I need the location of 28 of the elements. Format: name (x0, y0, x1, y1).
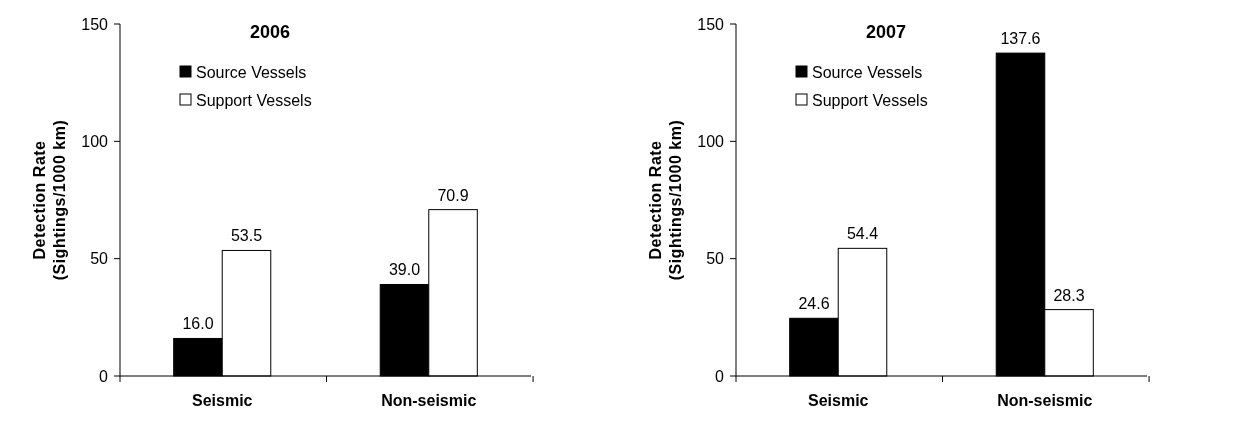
y-tick-label: 50 (706, 250, 725, 268)
legend-label: Support Vessels (196, 91, 312, 109)
x-tick-label: Seismic (191, 392, 253, 409)
chart-title: 2006 (249, 22, 291, 42)
x-tick-label: Non-seismic (381, 392, 477, 409)
data-label: 28.3 (1053, 286, 1085, 304)
y-tick-label: 150 (697, 15, 725, 33)
data-label: 24.6 (798, 295, 830, 313)
y-axis-title: Detection Rate (Sightings/1000 km) (31, 119, 68, 281)
data-label: 70.9 (437, 186, 469, 204)
y-tick-label: 0 (715, 367, 725, 385)
legend-label: Support Vessels (812, 91, 928, 109)
y-tick-label: 100 (81, 132, 109, 150)
data-label: 16.0 (182, 315, 214, 333)
data-label: 39.0 (388, 261, 421, 279)
y-tick-label: 100 (697, 132, 725, 150)
y-tick-label: 0 (99, 367, 109, 385)
chart-title: 2007 (865, 22, 907, 42)
y-axis-title: Detection Rate (Sightings/1000 km) (647, 119, 684, 281)
data-label: 54.4 (846, 225, 879, 243)
data-label: 137.6 (1000, 30, 1041, 48)
x-tick-label: Seismic (807, 392, 869, 409)
legend-label: Source Vessels (196, 63, 307, 81)
data-label: 53.5 (230, 227, 263, 245)
x-tick-label: Non-seismic (997, 392, 1093, 409)
legend-label: Source Vessels (812, 63, 923, 81)
y-tick-label: 150 (81, 15, 109, 33)
y-tick-label: 50 (90, 250, 109, 268)
